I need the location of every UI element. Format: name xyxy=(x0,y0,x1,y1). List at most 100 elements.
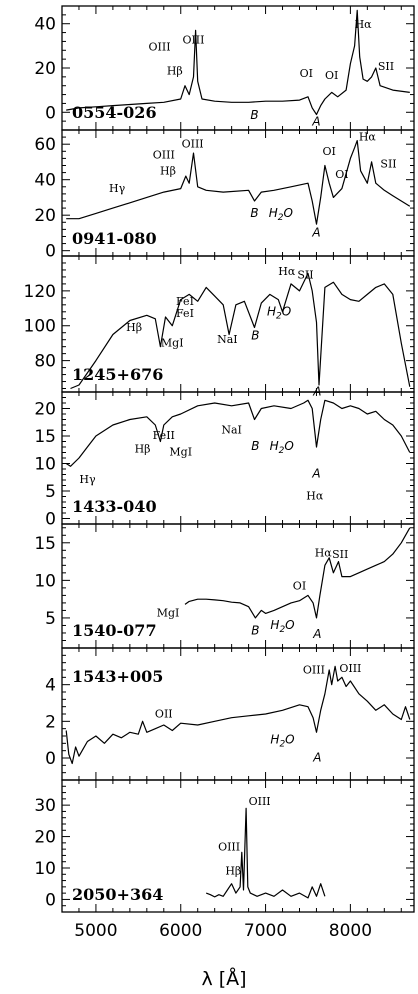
line-label: FeI xyxy=(176,307,194,320)
x-axis-label: λ [Å] xyxy=(201,967,246,990)
y-tick-label: 100 xyxy=(24,317,56,337)
spectrum-line-2050+364 xyxy=(205,807,326,899)
spectrum-line-0554-026 xyxy=(66,9,410,116)
band-label: A xyxy=(312,627,321,641)
spectrum-line-1543+005 xyxy=(65,665,411,765)
panel-id-label: 1540-077 xyxy=(72,621,157,640)
band-label: B xyxy=(250,206,258,220)
spectrum-line-1433-040 xyxy=(65,399,411,467)
line-label: OIII xyxy=(249,795,271,808)
line-label: Hβ xyxy=(126,321,142,334)
panel-0554-026: 0 20 40 0554-026 OIII Hβ OIII OI OI Hα SII B A xyxy=(34,5,415,131)
band-label: B xyxy=(250,108,258,122)
line-label: Hγ xyxy=(109,182,126,195)
y-tick-label: 0 xyxy=(45,242,56,262)
panel-2050+364: 0 10 20 30 2050+364 OIII Hβ OIII xyxy=(34,779,415,913)
line-label: OI xyxy=(335,168,348,181)
y-tick-label: 0 xyxy=(45,749,56,769)
y-tick-label: 30 xyxy=(34,796,56,816)
band-label: H2O xyxy=(269,206,293,223)
x-tick-label: 6000 xyxy=(159,921,202,941)
band-label: A xyxy=(311,225,320,239)
line-label: Hα xyxy=(306,489,324,502)
band-label: H2O xyxy=(270,732,294,749)
y-tick-label: 0 xyxy=(45,510,56,530)
x-tick-label: 7000 xyxy=(244,921,287,941)
y-tick-label: 20 xyxy=(34,828,56,848)
line-label: MgI xyxy=(157,606,180,619)
y-tick-label: 40 xyxy=(34,15,56,35)
y-tick-label: 15 xyxy=(34,534,56,554)
band-label: H2O xyxy=(270,618,294,635)
line-label: OIII xyxy=(182,138,204,151)
y-tick-label: 120 xyxy=(24,282,56,302)
line-label: OIII xyxy=(153,148,175,161)
y-tick-label: 5 xyxy=(45,609,56,629)
y-tick-label: 10 xyxy=(34,455,56,475)
line-label: Hα xyxy=(359,131,377,144)
y-tick-label: 4 xyxy=(45,676,56,696)
y-tick-label: 5 xyxy=(45,482,56,502)
spectrum-line-0941-080 xyxy=(66,140,411,225)
line-label: MgI xyxy=(169,445,192,458)
line-label: OI xyxy=(300,67,313,80)
panel-id-label: 1433-040 xyxy=(72,497,157,516)
panel-1543+005: 0 2 4 1543+005 OII OIII OIII H2O A xyxy=(45,647,415,781)
line-label: NaI xyxy=(217,333,238,346)
line-label: SII xyxy=(378,60,394,73)
line-label: SII xyxy=(332,548,348,561)
line-label: OIII xyxy=(182,34,204,47)
band-label: H2O xyxy=(267,304,291,321)
line-label: MgI xyxy=(161,337,184,350)
y-tick-label: 15 xyxy=(34,427,56,447)
line-label: Hβ xyxy=(160,164,176,177)
line-label: Hα xyxy=(278,265,296,278)
line-label: OIII xyxy=(218,841,240,854)
line-label: OIII xyxy=(339,662,361,675)
line-label: OI xyxy=(293,579,306,592)
y-tick-label: 0 xyxy=(45,890,56,910)
band-label: B xyxy=(251,329,259,343)
line-label: SII xyxy=(380,157,396,170)
panel-id-label: 0554-026 xyxy=(72,103,157,122)
line-label: Hγ xyxy=(79,473,96,486)
x-tick-label: 8000 xyxy=(329,921,372,941)
spectrum-line-1245+676 xyxy=(70,272,411,390)
x-tick-label: 5000 xyxy=(74,921,117,941)
panel-id-label: 1543+005 xyxy=(72,667,163,686)
y-tick-label: 10 xyxy=(34,859,56,879)
y-tick-label: 20 xyxy=(34,206,56,226)
panel-frame xyxy=(61,779,415,913)
panel-id-label: 0941-080 xyxy=(72,229,157,248)
line-label: NaI xyxy=(221,423,242,436)
y-tick-label: 60 xyxy=(34,135,56,155)
line-label: FeII xyxy=(153,429,175,442)
line-label: Hα xyxy=(315,546,333,559)
line-label: OI xyxy=(325,69,338,82)
line-label: FeI xyxy=(176,295,194,308)
band-label: A xyxy=(311,115,320,129)
line-label: SII xyxy=(297,269,313,282)
y-tick-label: 80 xyxy=(34,352,56,372)
band-label: A xyxy=(311,466,320,480)
y-tick-label: 10 xyxy=(34,571,56,591)
line-label: OIII xyxy=(303,664,325,677)
line-label: Hβ xyxy=(167,65,183,78)
line-label: Hβ xyxy=(225,864,241,877)
y-tick-label: 40 xyxy=(34,171,56,191)
x-axis: 5000 6000 7000 8000 xyxy=(74,921,372,941)
band-label: H2O xyxy=(270,439,294,456)
band-label: B xyxy=(251,623,259,637)
y-tick-label: 2 xyxy=(45,712,56,732)
y-tick-label: 20 xyxy=(34,400,56,420)
line-label: Hα xyxy=(355,18,373,31)
panel-id-label: 2050+364 xyxy=(72,885,163,904)
band-label: B xyxy=(251,439,259,453)
line-label: Hβ xyxy=(135,443,151,456)
